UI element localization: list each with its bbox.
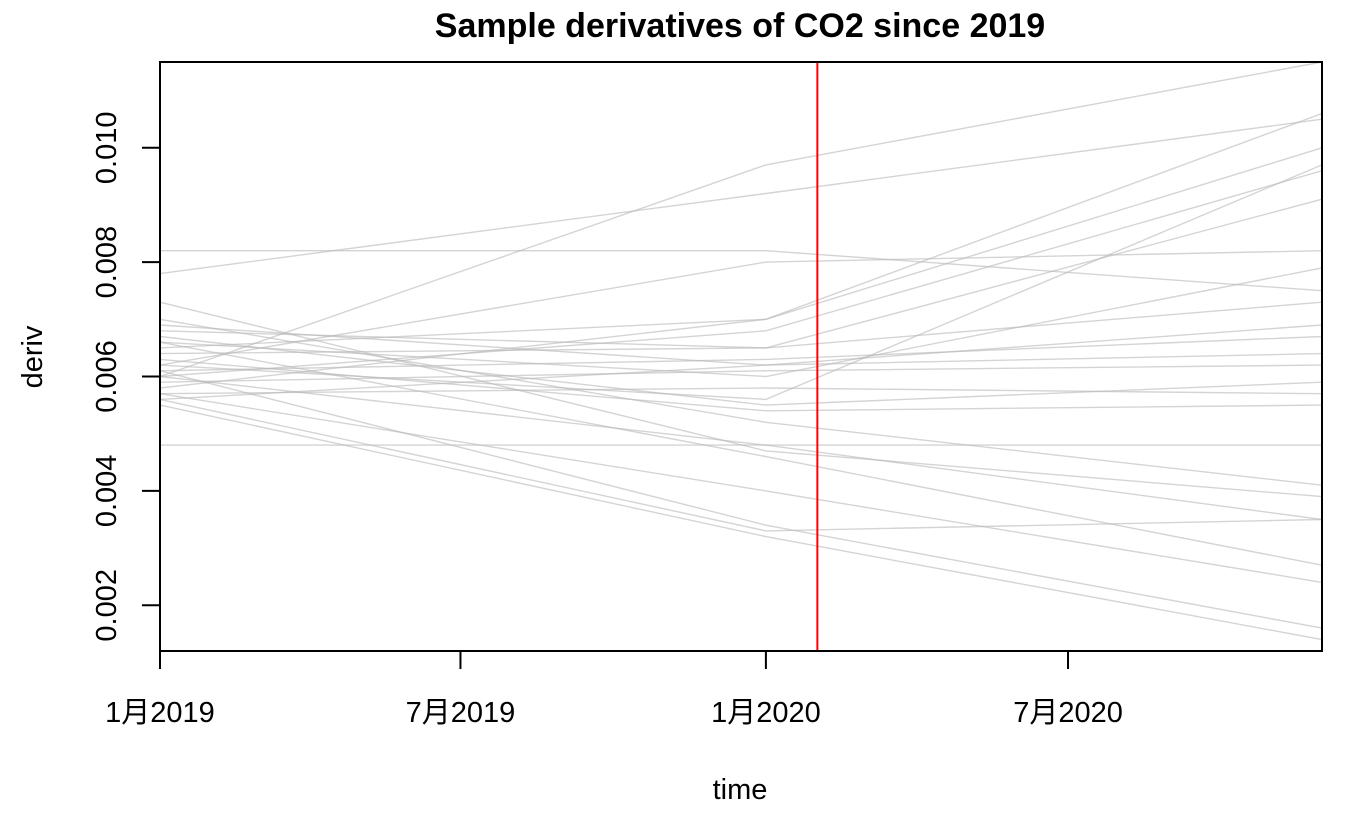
- x-tick-label-3: 1月2020: [711, 697, 821, 729]
- series-line-11: [159, 164, 1323, 401]
- series-line-23: [159, 341, 1323, 566]
- y-axis: 0.002 0.004 0.006 0.008 0.010: [91, 112, 161, 642]
- y-axis-label: deriv: [17, 325, 49, 388]
- chart-title: Sample derivatives of CO2 since 2019: [435, 7, 1045, 45]
- series-line-9: [159, 301, 1323, 349]
- x-tick-label-2: 7月2019: [406, 697, 516, 729]
- series-line-18: [159, 358, 1323, 412]
- series-line-17: [159, 335, 1323, 406]
- series-line-15: [159, 364, 1323, 383]
- series-line-1: [159, 61, 1323, 378]
- series-line-12: [159, 335, 1323, 372]
- series-line-20: [159, 318, 1323, 486]
- series-line-7: [159, 170, 1323, 378]
- y-tick-label-4: 0.008: [91, 226, 123, 299]
- series-line-25: [159, 398, 1323, 532]
- series-line-14: [159, 324, 1323, 401]
- series-line-4: [159, 250, 1323, 366]
- series-line-21: [159, 301, 1323, 498]
- y-tick-label-2: 0.004: [91, 455, 123, 528]
- series-line-27: [159, 404, 1323, 641]
- y-tick-label-5: 0.010: [91, 112, 123, 185]
- series-line-2: [159, 118, 1323, 275]
- series-line-16: [159, 387, 1323, 395]
- series-line-8: [159, 198, 1323, 355]
- series-lines-layer: [159, 61, 1323, 641]
- x-tick-label-1: 1月2019: [105, 697, 215, 729]
- y-tick-label-3: 0.006: [91, 340, 123, 413]
- series-line-26: [159, 370, 1323, 629]
- x-tick-label-4: 7月2020: [1013, 697, 1123, 729]
- x-axis: 1月2019 7月2019 1月2020 7月2020: [105, 650, 1123, 729]
- series-line-22: [159, 375, 1323, 521]
- series-line-24: [159, 393, 1323, 584]
- series-line-3: [160, 249, 1323, 292]
- y-tick-label-1: 0.002: [91, 569, 123, 642]
- x-axis-label: time: [713, 774, 768, 806]
